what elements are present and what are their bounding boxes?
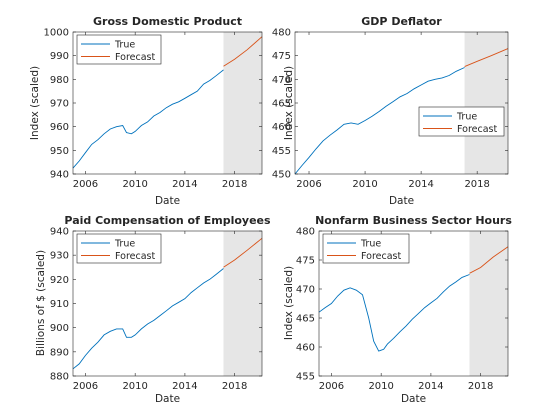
x-tick-label: 2014 <box>418 381 443 392</box>
y-tick-label: 980 <box>50 75 69 86</box>
x-axis-label: Date <box>155 195 180 207</box>
legend-box <box>418 106 505 137</box>
x-tick-label: 2018 <box>464 179 489 190</box>
y-tick-label: 940 <box>50 227 69 238</box>
legend-label: True <box>114 239 135 250</box>
y-tick-label: 1000 <box>44 28 69 39</box>
y-tick-label: 920 <box>50 275 69 286</box>
y-tick-label: 940 <box>50 170 69 181</box>
legend-label: True <box>360 239 381 250</box>
y-tick-label: 455 <box>296 372 315 383</box>
chart-title: Gross Domestic Product <box>93 15 242 28</box>
panel-paid-compensation: 2006 2010 2014 2018 880 890 900 910 920 930 940 Pa… <box>35 214 271 405</box>
y-tick-label: 930 <box>50 251 69 262</box>
x-tick-label: 2010 <box>368 381 393 392</box>
x-tick-label: 2014 <box>172 381 197 392</box>
y-tick-label: 460 <box>272 122 291 133</box>
x-tick-label: 2006 <box>296 179 321 190</box>
chart-title: GDP Deflator <box>361 15 442 28</box>
x-tick-label: 2010 <box>352 179 377 190</box>
y-tick-label: 910 <box>50 299 69 310</box>
y-tick-label: 990 <box>50 51 69 62</box>
y-tick-label: 465 <box>272 99 291 110</box>
series-line-true <box>294 67 465 175</box>
series-line-forecast <box>223 36 263 67</box>
x-axis-label: Date <box>155 393 180 405</box>
y-tick-label: 970 <box>50 99 69 110</box>
y-tick-label: 950 <box>50 146 69 157</box>
legend-label: Forecast <box>457 124 497 135</box>
y-tick-label: 470 <box>272 75 291 86</box>
panel-gdp-deflator: 2006 2010 2014 2018 450 455 460 465 470 475 480 GD… <box>272 15 509 207</box>
y-tick-label: 480 <box>296 227 315 238</box>
y-tick-label: 890 <box>50 347 69 358</box>
y-axis-label: Index (scaled) <box>283 66 295 140</box>
legend-box <box>322 233 410 264</box>
y-tick-label: 450 <box>272 170 291 181</box>
x-tick-label: 2018 <box>468 381 493 392</box>
x-tick-label: 2006 <box>73 179 98 190</box>
y-tick-label: 475 <box>296 256 315 267</box>
axes-box <box>72 230 263 377</box>
series-line-true <box>318 274 470 352</box>
y-axis-label: Index (scaled) <box>29 66 41 140</box>
y-tick-label: 880 <box>50 372 69 383</box>
x-tick-label: 2006 <box>319 381 344 392</box>
legend-box <box>76 233 162 264</box>
chart-title: Paid Compensation of Employees <box>64 214 271 227</box>
legend-label: True <box>114 40 135 51</box>
y-axis-label: Index (scaled) <box>283 266 295 340</box>
x-axis-label: Date <box>389 195 414 207</box>
panel-gdp: 2006 2010 2014 2018 940 950 960 970 980 990 1000 G… <box>29 15 263 207</box>
x-tick-label: 2010 <box>122 179 147 190</box>
forecast-shade <box>464 32 508 174</box>
x-tick-label: 2014 <box>172 179 197 190</box>
forecast-shade <box>223 32 262 174</box>
x-tick-label: 2018 <box>222 381 247 392</box>
forecast-shade <box>223 231 262 376</box>
x-axis-label: Date <box>401 393 426 405</box>
axes-box <box>294 31 509 175</box>
x-tick-label: 2014 <box>408 179 433 190</box>
series-line-forecast <box>469 246 509 274</box>
axes-box <box>72 31 263 175</box>
y-tick-label: 460 <box>296 343 315 354</box>
x-tick-label: 2018 <box>222 179 247 190</box>
series-line-forecast <box>464 48 509 68</box>
legend-label: True <box>456 112 477 123</box>
chart-title: Nonfarm Business Sector Hours <box>315 214 512 227</box>
y-tick-label: 900 <box>50 323 69 334</box>
x-tick-label: 2006 <box>73 381 98 392</box>
y-tick-label: 455 <box>272 146 291 157</box>
y-tick-label: 470 <box>296 285 315 296</box>
x-tick-label: 2010 <box>122 381 147 392</box>
legend-label: Forecast <box>361 251 401 262</box>
legend-box <box>76 34 162 65</box>
legend-label: Forecast <box>115 251 155 262</box>
series-line-true <box>72 268 224 370</box>
y-tick-label: 960 <box>50 122 69 133</box>
series-line-forecast <box>223 237 263 268</box>
y-tick-label: 465 <box>296 314 315 325</box>
forecast-shade <box>469 231 508 376</box>
y-tick-label: 480 <box>272 28 291 39</box>
axes-box <box>318 230 509 377</box>
y-tick-label: 475 <box>272 51 291 62</box>
y-axis-label: Billions of $ (scaled) <box>35 250 47 356</box>
series-line-true <box>72 69 224 169</box>
panel-nonfarm-hours: 2006 2010 2014 2018 455 460 465 470 475 480 Nonfa… <box>283 214 512 405</box>
legend-label: Forecast <box>115 52 155 63</box>
